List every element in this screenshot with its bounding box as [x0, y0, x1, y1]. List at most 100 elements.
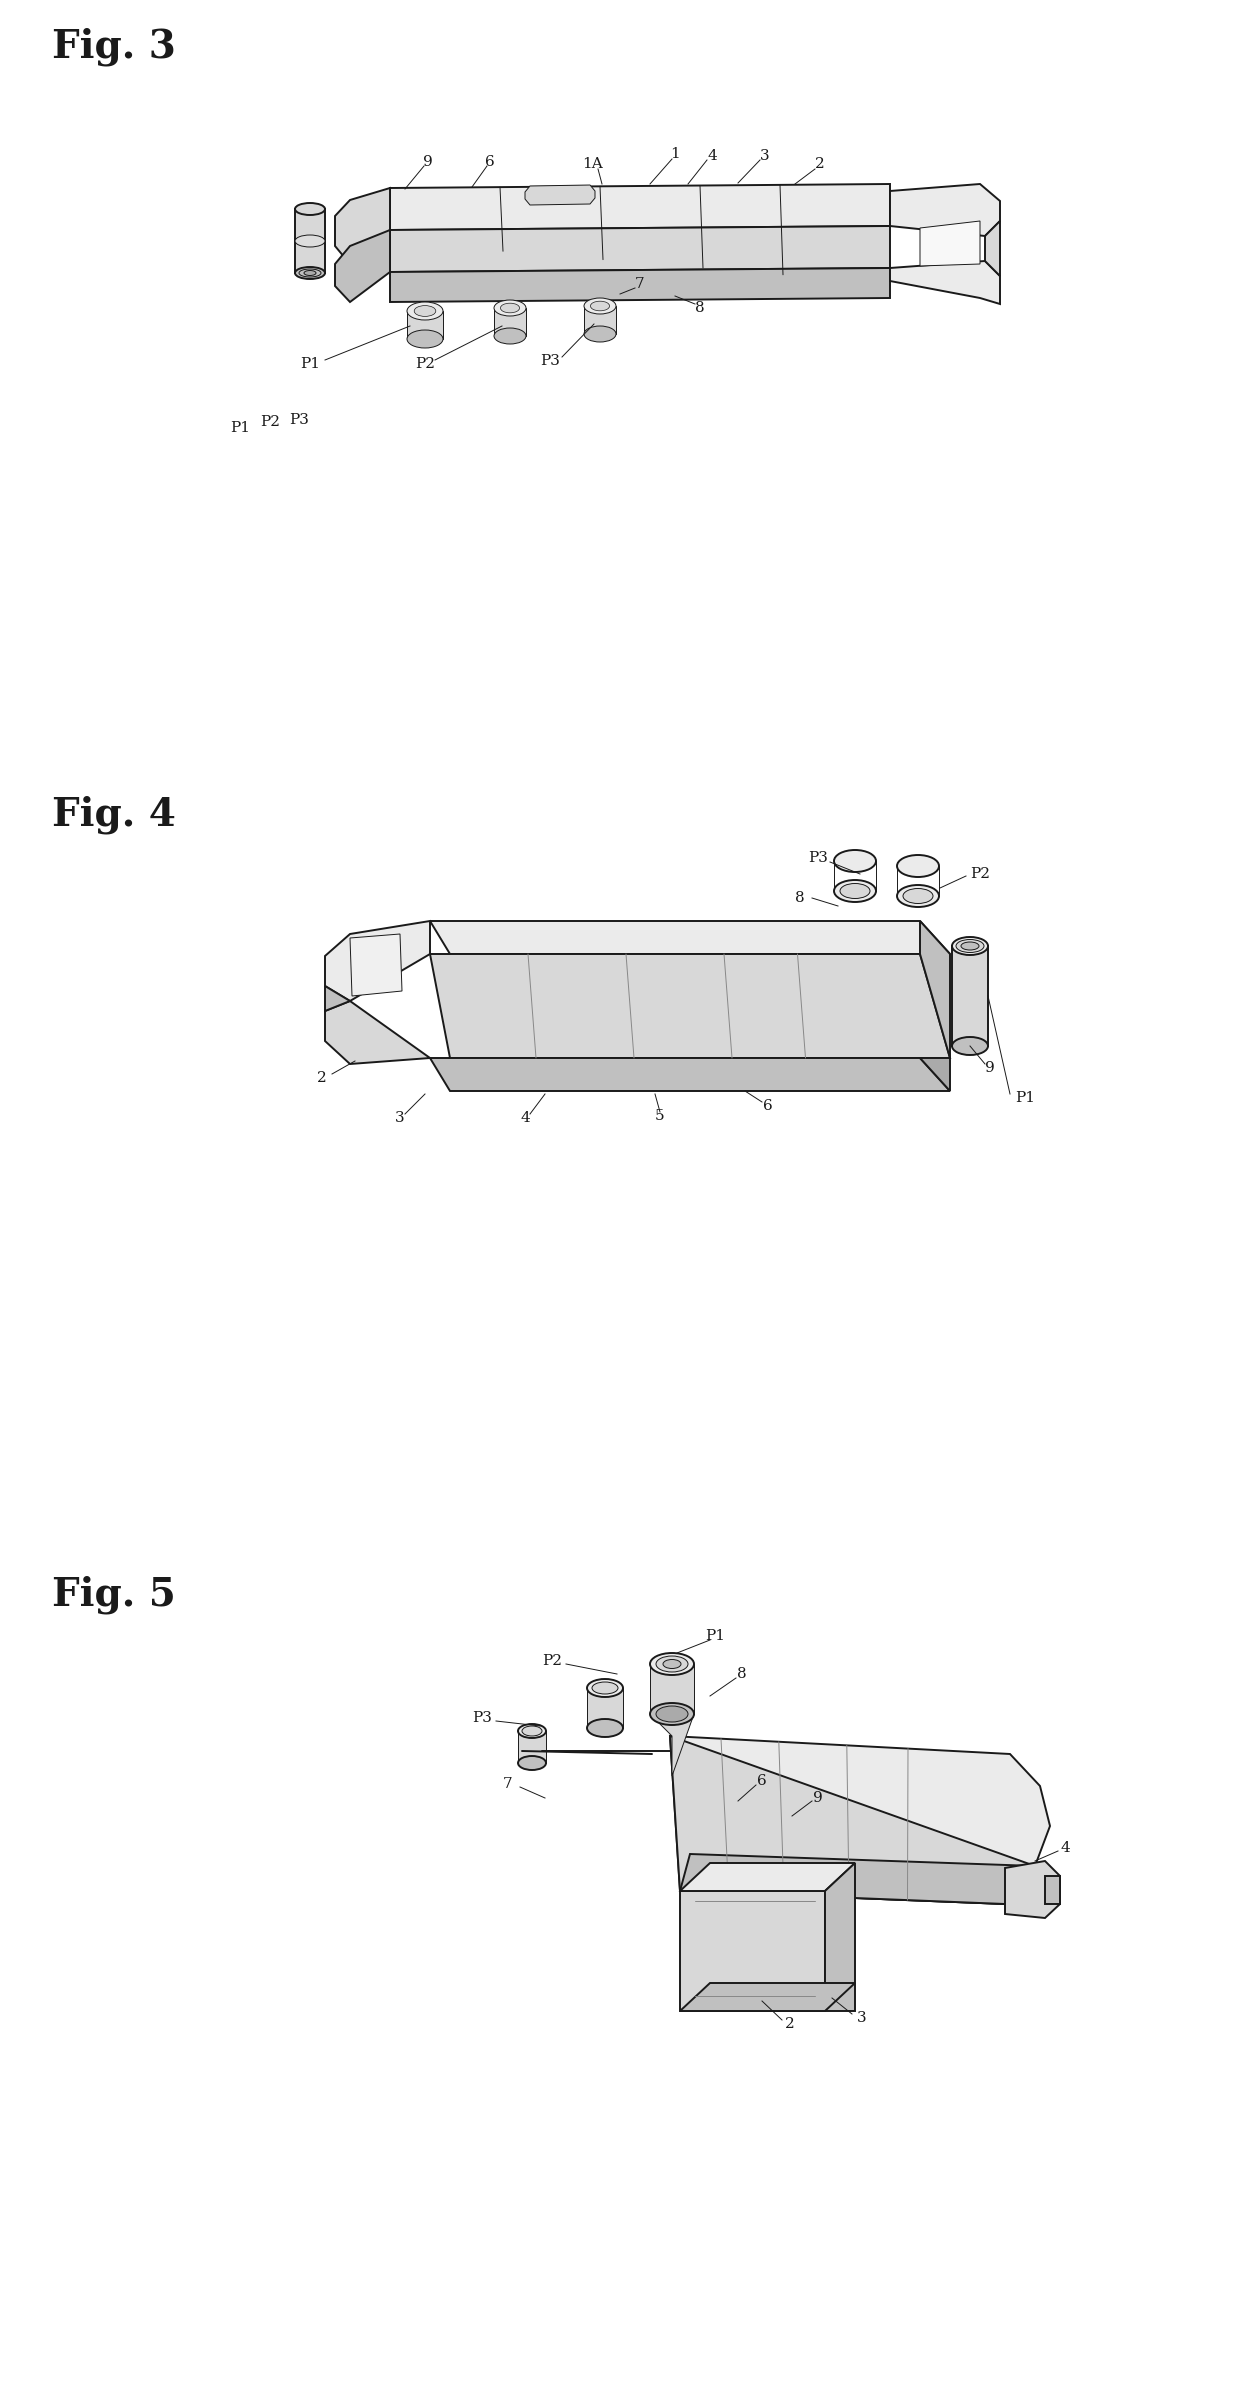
Polygon shape	[391, 225, 890, 273]
Ellipse shape	[591, 1682, 618, 1694]
Polygon shape	[920, 920, 950, 1059]
Text: 1: 1	[670, 146, 680, 161]
Text: Fig. 5: Fig. 5	[52, 1577, 176, 1615]
Ellipse shape	[663, 1660, 681, 1668]
Polygon shape	[325, 987, 350, 1011]
Ellipse shape	[903, 889, 932, 903]
Ellipse shape	[414, 307, 435, 316]
Ellipse shape	[494, 300, 526, 316]
Ellipse shape	[494, 328, 526, 345]
Ellipse shape	[304, 271, 316, 276]
Ellipse shape	[656, 1706, 688, 1723]
Polygon shape	[650, 1713, 694, 1775]
Polygon shape	[920, 1059, 950, 1090]
Text: Fig. 3: Fig. 3	[52, 29, 176, 67]
Polygon shape	[680, 1984, 856, 2010]
Polygon shape	[1045, 1876, 1060, 1905]
Text: 6: 6	[758, 1773, 766, 1787]
Text: 9: 9	[423, 156, 433, 170]
Polygon shape	[494, 309, 526, 335]
Text: 3: 3	[396, 1112, 404, 1126]
Text: 8: 8	[738, 1668, 746, 1682]
Polygon shape	[391, 184, 890, 230]
Ellipse shape	[897, 884, 939, 908]
Polygon shape	[890, 261, 999, 304]
Text: 4: 4	[1060, 1840, 1070, 1855]
Polygon shape	[952, 946, 988, 1047]
Ellipse shape	[650, 1704, 694, 1725]
Ellipse shape	[407, 302, 443, 321]
Ellipse shape	[295, 266, 325, 278]
Polygon shape	[650, 1663, 694, 1713]
Text: P1: P1	[229, 422, 250, 436]
Ellipse shape	[956, 939, 985, 954]
Text: 8: 8	[795, 891, 805, 906]
Text: 2: 2	[317, 1071, 327, 1085]
Ellipse shape	[295, 235, 325, 247]
Ellipse shape	[952, 1037, 988, 1054]
Text: 7: 7	[635, 278, 645, 290]
Text: 5: 5	[655, 1109, 665, 1124]
Ellipse shape	[587, 1718, 622, 1737]
Text: 8: 8	[696, 302, 704, 314]
Text: P2: P2	[260, 415, 280, 429]
Ellipse shape	[518, 1725, 546, 1737]
Ellipse shape	[587, 1680, 622, 1696]
Ellipse shape	[656, 1656, 688, 1672]
Text: 1A: 1A	[582, 158, 603, 170]
Polygon shape	[295, 208, 325, 273]
Ellipse shape	[835, 879, 875, 901]
Text: 6: 6	[485, 156, 495, 170]
Polygon shape	[680, 1864, 856, 1890]
Ellipse shape	[835, 851, 875, 872]
Text: P2: P2	[415, 357, 435, 371]
Polygon shape	[391, 268, 890, 302]
Polygon shape	[335, 187, 391, 264]
Polygon shape	[920, 220, 980, 266]
Polygon shape	[325, 1002, 430, 1064]
Ellipse shape	[518, 1756, 546, 1771]
Polygon shape	[670, 1737, 1050, 1905]
Polygon shape	[587, 1689, 622, 1728]
Text: Fig. 4: Fig. 4	[52, 795, 176, 834]
Ellipse shape	[522, 1725, 542, 1737]
Ellipse shape	[584, 326, 616, 343]
Polygon shape	[985, 220, 999, 276]
Polygon shape	[825, 1864, 856, 2010]
Text: P1: P1	[706, 1629, 725, 1644]
Polygon shape	[670, 1737, 1035, 1905]
Ellipse shape	[407, 331, 443, 347]
Text: 6: 6	[763, 1100, 773, 1114]
Polygon shape	[350, 934, 402, 997]
Polygon shape	[518, 1730, 546, 1763]
Ellipse shape	[650, 1653, 694, 1675]
Ellipse shape	[584, 297, 616, 314]
Text: 9: 9	[985, 1061, 994, 1076]
Text: 2: 2	[815, 158, 825, 170]
Polygon shape	[525, 184, 595, 206]
Ellipse shape	[501, 304, 520, 314]
Polygon shape	[430, 954, 950, 1059]
Ellipse shape	[299, 268, 321, 278]
Text: P3: P3	[541, 355, 560, 369]
Polygon shape	[430, 920, 950, 954]
Text: 2: 2	[785, 2017, 795, 2032]
Ellipse shape	[897, 855, 939, 877]
Ellipse shape	[839, 884, 870, 898]
Text: P3: P3	[290, 412, 310, 426]
Text: 9: 9	[813, 1790, 823, 1804]
Text: P1: P1	[1016, 1090, 1035, 1105]
Text: P3: P3	[808, 851, 828, 865]
Polygon shape	[584, 307, 616, 333]
Polygon shape	[325, 920, 430, 1002]
Text: 4: 4	[707, 149, 717, 163]
Polygon shape	[430, 1059, 950, 1090]
Ellipse shape	[961, 942, 980, 949]
Text: 4: 4	[520, 1112, 529, 1126]
Polygon shape	[680, 1855, 1035, 1905]
Polygon shape	[680, 1890, 825, 2010]
Text: 3: 3	[857, 2010, 867, 2025]
Ellipse shape	[952, 937, 988, 956]
Polygon shape	[1004, 1862, 1060, 1919]
Ellipse shape	[295, 204, 325, 216]
